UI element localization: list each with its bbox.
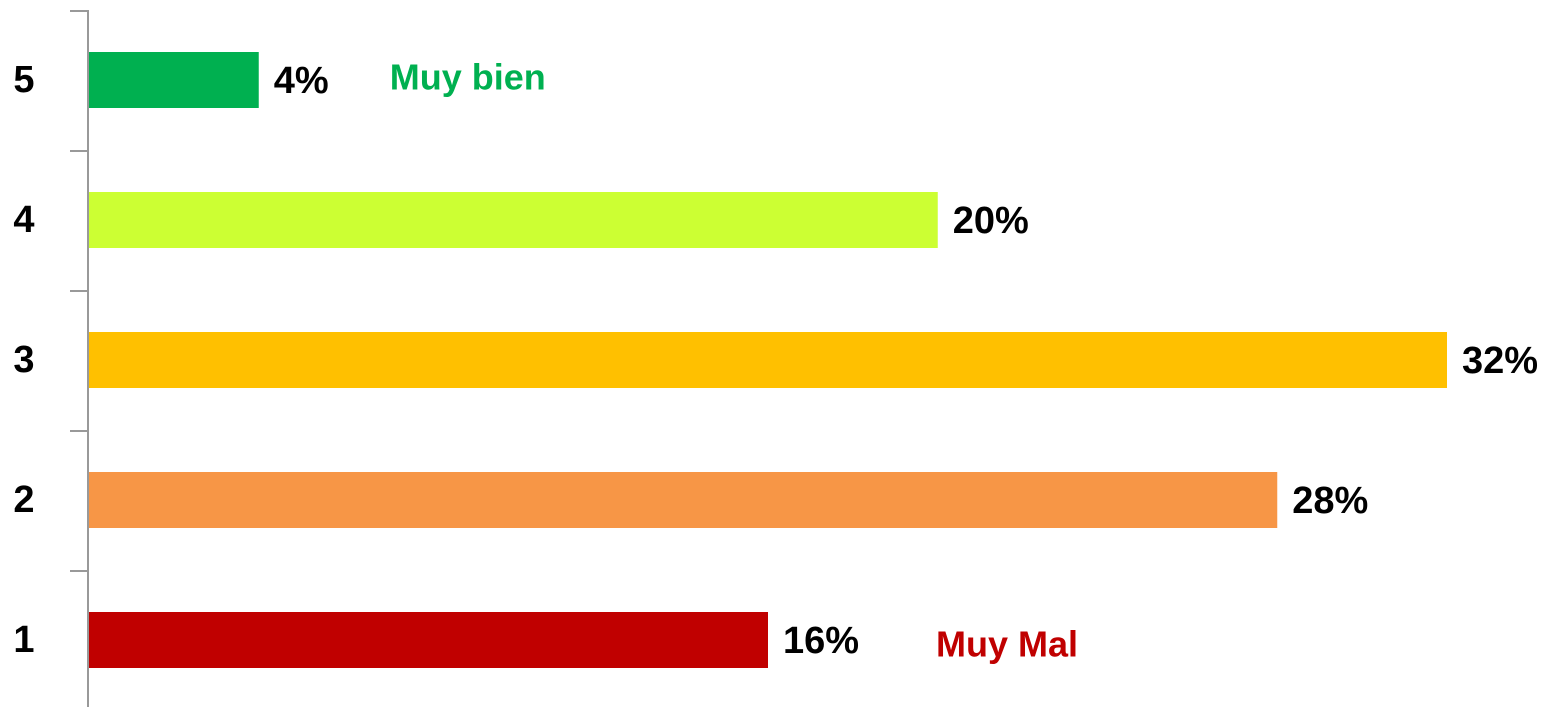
bar	[89, 52, 259, 108]
y-tick-label: 4	[13, 199, 34, 241]
bar	[89, 472, 1278, 528]
bar	[89, 612, 768, 668]
bar	[89, 192, 938, 248]
y-tick-label: 2	[13, 479, 34, 521]
y-tick-label: 5	[13, 59, 34, 101]
y-tick-label: 1	[13, 619, 34, 661]
bar	[89, 332, 1447, 388]
annotation: Muy Mal	[936, 624, 1078, 665]
value-label: 20%	[953, 200, 1029, 242]
value-label: 32%	[1462, 340, 1538, 382]
y-tick-label: 3	[13, 339, 34, 381]
value-label: 4%	[274, 60, 329, 102]
value-label: 28%	[1292, 480, 1368, 522]
annotation: Muy bien	[390, 57, 546, 98]
value-label: 16%	[783, 620, 859, 662]
